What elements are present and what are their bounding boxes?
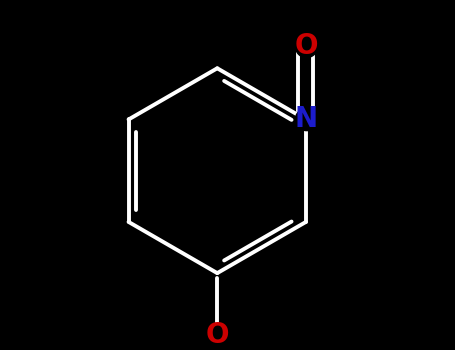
Text: O: O	[206, 321, 229, 349]
Text: N: N	[294, 105, 318, 133]
Text: O: O	[294, 32, 318, 60]
